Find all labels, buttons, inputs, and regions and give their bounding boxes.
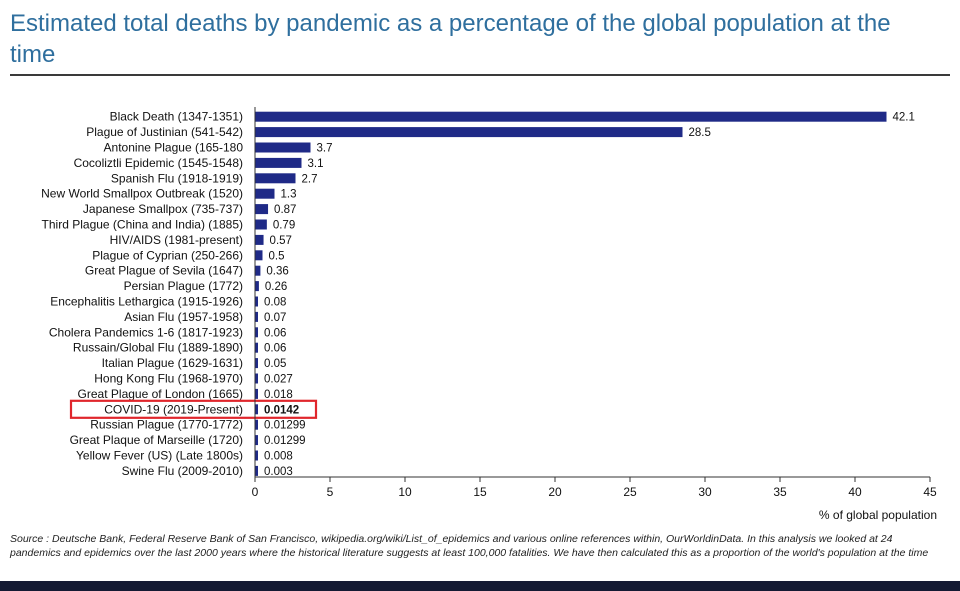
bar [255,465,258,476]
category-label: Black Death (1347-1351) [110,110,243,124]
data-label: 0.08 [264,297,286,309]
data-label: 0.01299 [264,435,306,447]
data-label: 0.06 [264,343,286,355]
data-label: 0.36 [266,266,288,278]
bar [255,111,887,122]
x-tick-label: 5 [327,485,334,499]
category-label: Plague of Justinian (541-542) [86,125,243,139]
bar [255,173,296,184]
bar [255,219,267,230]
data-label: 0.5 [269,250,285,262]
x-tick-label: 25 [623,485,637,499]
bar [255,296,258,307]
data-label: 3.7 [317,143,333,155]
category-label: Japanese Smallpox (735-737) [83,202,243,216]
x-tick-label: 10 [398,485,412,499]
data-label: 0.87 [274,204,296,216]
category-label: COVID-19 (2019-Present) [104,402,243,416]
x-tick-label: 45 [923,485,937,499]
x-tick-label: 15 [473,485,487,499]
bar [255,204,269,215]
data-label: 3.1 [308,158,324,170]
category-label: Russian Plague (1770-1772) [90,418,243,432]
category-label: Antonine Plague (165-180 [104,141,244,155]
category-label: Great Plague of Sevila (1647) [85,264,243,278]
chart-title: Estimated total deaths by pandemic as a … [10,10,891,68]
data-label: 0.07 [264,312,286,324]
data-label: 0.01299 [264,420,306,432]
x-tick-label: 20 [548,485,562,499]
data-label: 0.027 [264,374,293,386]
category-label: Third Plague (China and India) (1885) [42,218,243,232]
bar-chart: Black Death (1347-1351) 42.1 Plague of Jus… [41,107,937,522]
title-divider [10,74,950,76]
data-label: 0.05 [264,358,286,370]
category-label: New World Smallpox Outbreak (1520) [41,187,243,201]
data-label: 42.1 [893,112,915,124]
source-note: Source : Deutsche Bank, Federal Reserve … [10,533,929,559]
data-label: 0.26 [265,281,287,293]
bar [255,127,683,138]
category-label: Hong Kong Flu (1968-1970) [94,372,243,386]
covid-highlight-box [69,399,318,419]
category-label: Yellow Fever (US) (Late 1800s) [76,449,243,463]
data-label: 28.5 [689,127,711,139]
category-label: Cocoliztli Epidemic (1545-1548) [74,156,243,170]
bar [255,281,259,292]
category-label: Asian Flu (1957-1958) [124,310,243,324]
bar [255,311,258,322]
category-label: Spanish Flu (1918-1919) [111,171,243,185]
bar [255,142,311,153]
category-label: Encephalitis Lethargica (1915-1926) [50,295,243,309]
category-label: HIV/AIDS (1981-present) [110,233,243,247]
category-label: Italian Plague (1629-1631) [102,356,243,370]
x-tick-label: 30 [698,485,712,499]
bar [255,342,258,353]
bar [255,327,258,338]
bottom-band [0,581,960,591]
bar [255,450,258,461]
data-label: 0.0142 [264,404,299,416]
data-label: 0.79 [273,220,295,232]
bar [255,404,258,415]
category-label: Great Plaque of Marseille (1720) [70,433,243,447]
bar [255,250,263,261]
bar [255,265,261,276]
category-label: Great Plague of London (1665) [78,387,243,401]
bar [255,358,258,369]
bar [255,419,258,430]
data-label: 1.3 [281,189,297,201]
bar [255,188,275,199]
x-axis-title: % of global population [819,508,937,522]
x-tick-label: 35 [773,485,787,499]
category-label: Swine Flu (2009-2010) [122,464,243,478]
data-label: 2.7 [302,173,318,185]
data-label: 0.57 [270,235,292,247]
bar [255,157,302,168]
data-label: 0.018 [264,389,293,401]
bar [255,234,264,245]
bar [255,388,258,399]
category-label: Cholera Pandemics 1-6 (1817-1923) [49,325,243,339]
category-label: Plague of Cyprian (250-266) [92,248,243,262]
bar [255,373,258,384]
category-label: Persian Plague (1772) [124,279,243,293]
x-tick-label: 40 [848,485,862,499]
data-label: 0.06 [264,327,286,339]
data-label: 0.003 [264,466,293,478]
bar [255,435,258,446]
category-label: Russain/Global Flu (1889-1890) [73,341,243,355]
x-tick-label: 0 [252,485,259,499]
data-label: 0.008 [264,451,293,463]
